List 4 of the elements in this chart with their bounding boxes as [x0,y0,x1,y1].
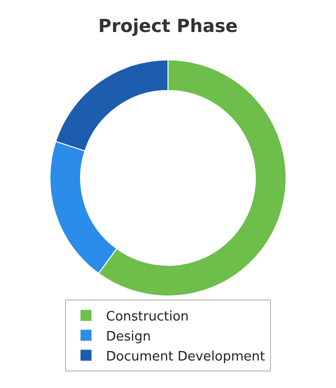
legend-label: Construction [106,309,189,324]
legend-label: Design [106,329,151,344]
chart-title: Project Phase [98,16,238,37]
legend-label: Document Development [106,349,265,364]
